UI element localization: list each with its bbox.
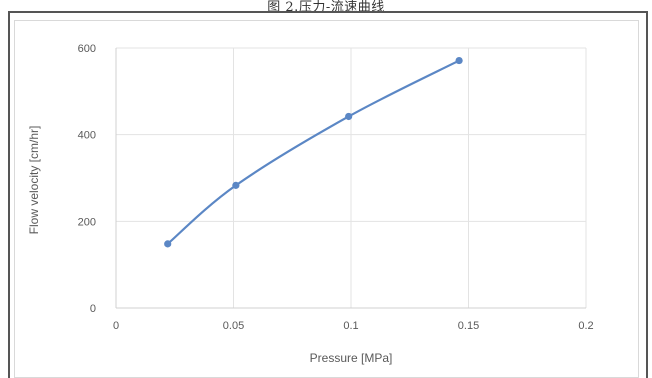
x-tick-label: 0.2	[578, 320, 593, 332]
gridlines	[116, 47, 587, 308]
x-tick-label: 0	[113, 320, 119, 332]
x-tick-label: 0.15	[458, 320, 479, 332]
data-point	[345, 112, 353, 121]
data-point	[232, 181, 240, 189]
series-line	[166, 59, 460, 245]
x-axis-label: Pressure [MPa]	[310, 351, 393, 365]
data-point	[164, 240, 172, 248]
data-point	[455, 56, 463, 65]
y-tick-label: 400	[78, 130, 96, 142]
y-tick-label: 200	[78, 216, 96, 228]
x-tick-label: 0.1	[343, 320, 358, 332]
y-tick-label: 0	[90, 303, 96, 315]
x-tick-label: 0.05	[223, 320, 244, 332]
axes	[115, 48, 586, 309]
figure-frame	[8, 11, 648, 378]
y-axis-label: Flow velocity [cm/hr]	[27, 126, 41, 235]
chart-area	[14, 20, 639, 378]
tick-labels: 0 200 400 600 0 0.05 0.1 0.15 0.2	[78, 43, 594, 332]
y-tick-label: 600	[78, 43, 96, 55]
series-layer	[164, 56, 463, 248]
